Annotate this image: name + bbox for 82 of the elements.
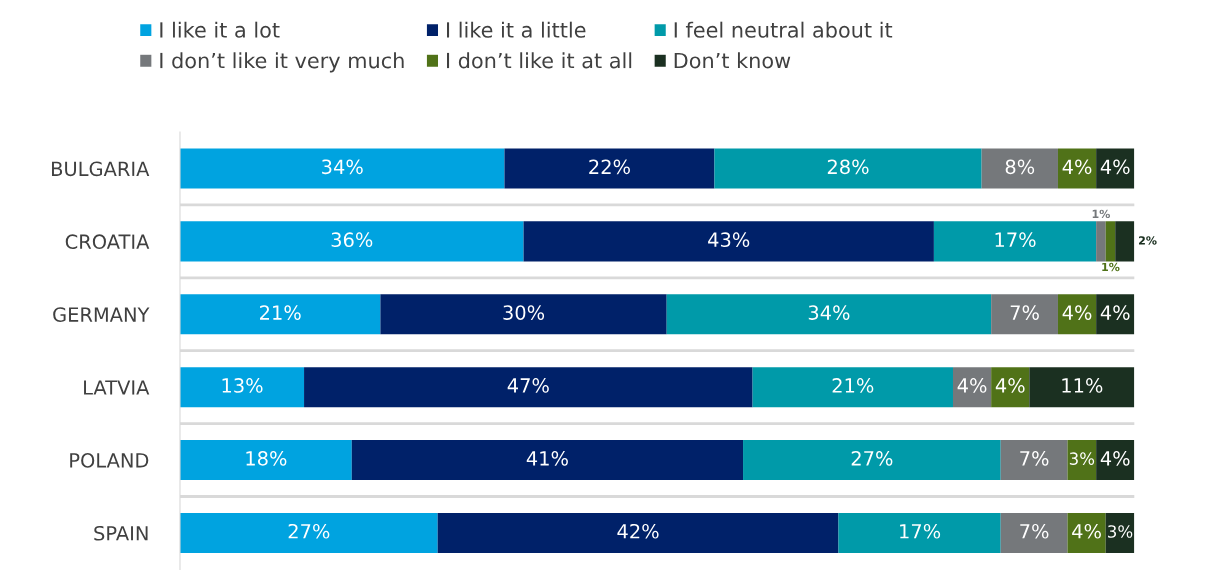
bar [666,294,992,335]
legend-label: Don’t know [674,52,791,69]
legend-label: I like it a little [447,21,586,38]
data-label: 17% [995,232,1036,248]
data-label: 34% [808,305,850,320]
legend-label: I like it a lot [160,21,280,38]
data-label: 4% [1062,305,1092,320]
data-label: 34% [322,159,363,175]
data-label: 41% [526,451,568,466]
bar [437,512,839,553]
data-label: 1% [1102,262,1120,272]
bar [179,148,505,189]
y-tick-label: CROATIA [65,234,150,250]
data-label: 4% [1100,159,1130,175]
data-label: 21% [832,378,874,393]
y-tick-label: POLAND [70,453,149,468]
bar [351,440,744,481]
y-tick-label: GERMANY [53,307,150,322]
bar [933,221,1097,262]
bar [1096,221,1106,262]
data-label: 4% [995,378,1025,393]
data-label: 4% [1062,159,1092,175]
data-label: 27% [288,523,330,539]
data-label: 28% [827,159,869,175]
data-label: 18% [246,451,287,466]
legend-label: I feel neutral about it [674,21,893,38]
data-label: 36% [331,232,373,248]
bar [714,148,982,189]
data-label: 4% [1100,451,1130,466]
data-label: 47% [507,378,549,393]
bar [1057,294,1097,335]
bar [1067,512,1106,553]
y-tick-label: LATVIA [84,380,150,395]
data-label: 13% [222,378,263,393]
bar [179,221,524,262]
data-label: 11% [1062,378,1103,393]
data-label: 1% [1092,209,1110,219]
data-label: 30% [503,305,545,320]
bar [981,148,1058,189]
bar [838,512,1001,553]
data-label: 7% [1020,523,1049,539]
data-label: 4% [1100,305,1130,320]
bar [1057,148,1097,189]
bar [504,148,715,189]
bar [1000,512,1068,553]
data-label: 2% [1139,236,1157,245]
data-label: 8% [1005,159,1035,175]
data-label: 3% [1069,452,1095,465]
bar [1115,221,1135,262]
bar [179,294,381,335]
data-label: 17% [900,523,941,539]
data-label: 21% [260,305,301,320]
bar [523,221,934,262]
data-label: 22% [589,159,630,175]
legend-label: I don’t like it at all [447,52,632,69]
data-label: 43% [708,232,750,248]
legend-label: I don’t like it very much [160,52,404,73]
data-label: 4% [1072,523,1101,539]
bar [380,294,667,335]
bar [1000,440,1068,481]
bar [991,367,1030,408]
data-label: 3% [1108,525,1133,538]
data-label: 27% [851,451,893,466]
bar [179,440,352,481]
bar [304,367,753,408]
bar [179,367,305,408]
data-label: 42% [617,523,659,539]
bar [1096,294,1135,335]
y-tick-label: SPAIN [94,525,148,541]
bar [991,294,1058,335]
data-label: 7% [1020,451,1049,466]
bar [752,367,953,408]
bar [1096,148,1135,189]
bar [179,512,438,553]
y-tick-label: BULGARIA [52,161,150,177]
data-label: 7% [1010,305,1039,320]
bar [1029,367,1135,408]
bar [1105,221,1116,262]
bar [743,440,1001,481]
bar [1096,440,1135,481]
bar [952,367,992,408]
data-label: 4% [957,378,987,393]
